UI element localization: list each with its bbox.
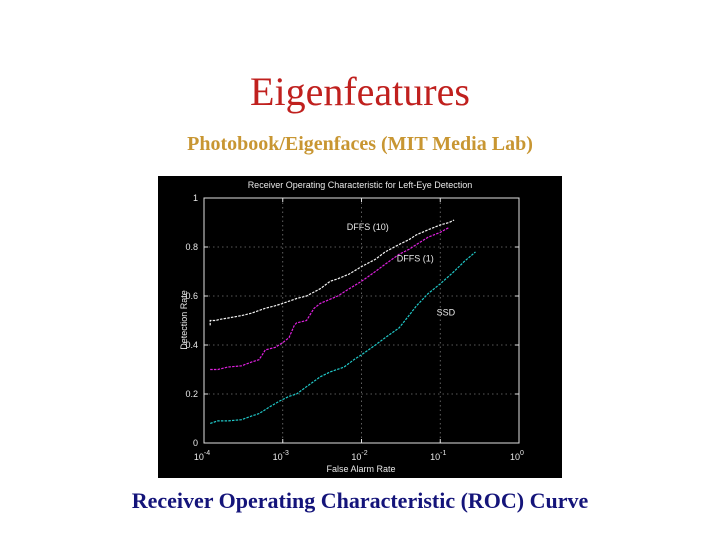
- y-tick-label: 0: [193, 438, 198, 448]
- slide-caption: Receiver Operating Characteristic (ROC) …: [131, 488, 589, 513]
- annotation-layer: DFFS (10) DFFS (1) SSD: [347, 222, 456, 318]
- roc-chart: Receiver Operating Characteristic for Le…: [179, 180, 524, 474]
- y-tick-label: 1: [193, 193, 198, 203]
- series-line-dffs-1: [210, 226, 450, 371]
- x-tick-layer: 10-4 10-3 10-2 10-1 100: [194, 198, 524, 462]
- y-axis-label: Detection Rate: [179, 290, 189, 350]
- x-tick-label: 10-2: [351, 450, 367, 462]
- x-tick-label: 100: [510, 450, 524, 462]
- series-line-ssd: [210, 251, 476, 424]
- x-tick-label: 10-3: [273, 450, 289, 462]
- x-tick-label: 10-4: [194, 450, 210, 462]
- y-tick-layer: 1 0.8 0.6 0.4 0.2 0: [185, 193, 519, 448]
- series-line-dffs-10: [209, 219, 455, 326]
- series-annotation: DFFS (1): [397, 254, 434, 264]
- y-tick-label: 0.8: [185, 242, 198, 252]
- slide-subtitle: Photobook/Eigenfaces (MIT Media Lab): [187, 133, 533, 155]
- chart-title: Receiver Operating Characteristic for Le…: [248, 180, 473, 190]
- y-tick-label: 0.4: [185, 340, 198, 350]
- series-annotation: SSD: [437, 308, 456, 318]
- x-axis-label: False Alarm Rate: [326, 464, 395, 474]
- x-tick-label: 10-1: [430, 450, 446, 462]
- y-tick-label: 0.2: [185, 389, 198, 399]
- y-tick-label: 0.6: [185, 291, 198, 301]
- grid-layer: [204, 198, 519, 443]
- series-annotation: DFFS (10): [347, 222, 389, 232]
- series-layer: [209, 219, 476, 424]
- roc-chart-panel: Receiver Operating Characteristic for Le…: [158, 176, 562, 478]
- slide-title: Eigenfeatures: [250, 69, 470, 114]
